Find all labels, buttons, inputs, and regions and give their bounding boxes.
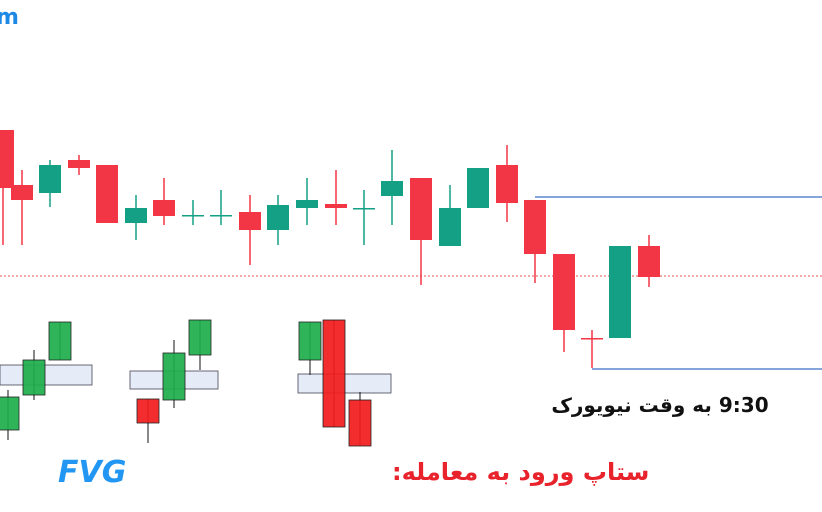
fvg-zone xyxy=(0,364,93,386)
candle-body xyxy=(267,205,289,230)
setup-highlight: FVG xyxy=(58,455,126,490)
example-body xyxy=(322,319,346,428)
candle-body xyxy=(353,208,375,210)
candle-body xyxy=(325,204,347,208)
corner-mark: m xyxy=(0,5,19,30)
candle-body xyxy=(96,165,118,223)
candle-body xyxy=(439,208,461,246)
candle-body xyxy=(39,165,61,193)
candle-body xyxy=(553,254,575,330)
example-body xyxy=(136,398,160,424)
candle-body xyxy=(496,165,518,203)
candle-body xyxy=(210,215,232,217)
setup-label: ستاپ ورود به معامله: xyxy=(392,458,649,486)
candle-body xyxy=(524,200,546,254)
candle-body xyxy=(153,200,175,216)
candle-body xyxy=(410,178,432,240)
example-body xyxy=(48,321,72,361)
candle-body xyxy=(381,181,403,196)
candle-body xyxy=(0,130,14,188)
candle-body xyxy=(296,200,318,208)
candle-body xyxy=(638,246,660,277)
candle-body xyxy=(609,246,631,338)
candle-body xyxy=(11,185,33,200)
candle-body xyxy=(467,168,489,208)
time-note: 9:30 به وقت نیویورک xyxy=(551,393,768,417)
example-body xyxy=(348,399,372,447)
candle-body xyxy=(68,160,90,168)
example-body xyxy=(0,396,20,431)
example-body xyxy=(188,319,212,356)
example-body xyxy=(162,352,186,401)
candle-body xyxy=(182,215,204,217)
example-body xyxy=(22,359,46,396)
example-body xyxy=(298,321,322,361)
candle-body xyxy=(581,338,603,340)
candle-body xyxy=(239,212,261,230)
candle-body xyxy=(125,208,147,223)
